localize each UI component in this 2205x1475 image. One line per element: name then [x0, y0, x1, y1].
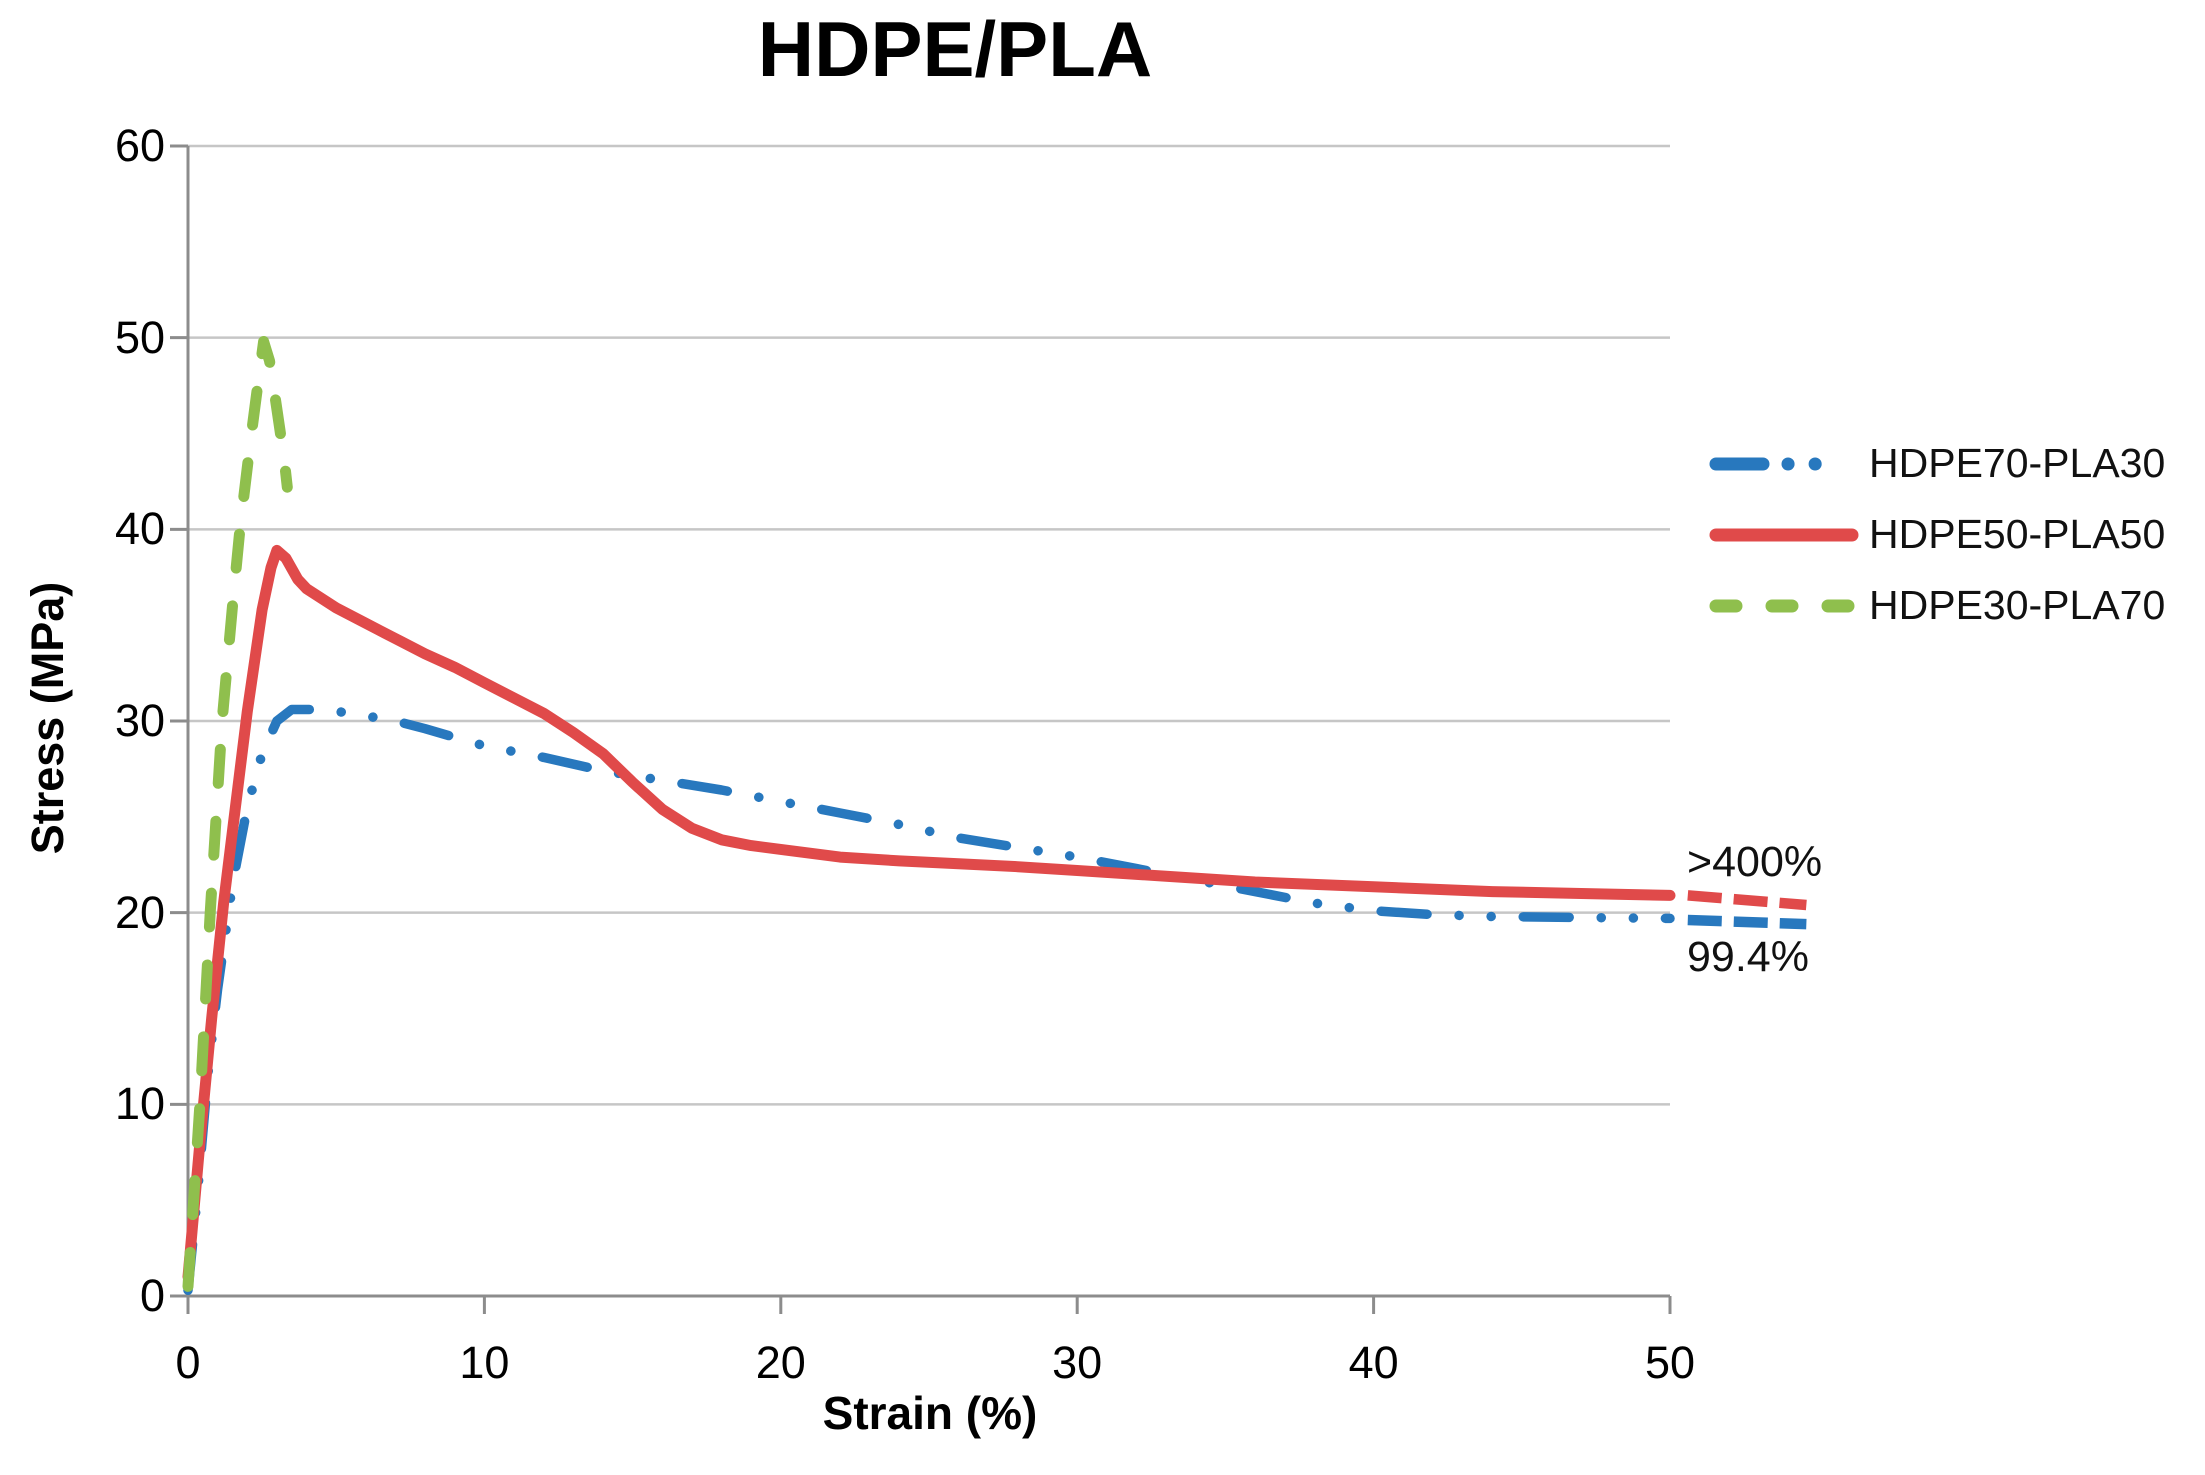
y-tick-label-60: 60 — [114, 120, 165, 171]
series-curve-HDPE30-PLA70 — [182, 336, 293, 1292]
x-tick-label-50: 50 — [1644, 1337, 1696, 1388]
legend-item-HDPE70-PLA30: HDPE70-PLA30 — [1708, 428, 2165, 499]
x-tick-label-40: 40 — [1348, 1337, 1399, 1388]
extension-line-HDPE70-PLA30 — [1687, 914, 1807, 930]
y-tick-label-30: 30 — [114, 695, 165, 746]
y-tick-label-20: 20 — [114, 886, 165, 938]
legend-line-sample-dashed-icon — [1709, 599, 1859, 612]
x-tick-label-0: 0 — [175, 1337, 201, 1388]
legend-item-HDPE50-PLA50: HDPE50-PLA50 — [1708, 499, 2165, 570]
legend-label: HDPE70-PLA30 — [1869, 440, 2166, 486]
chart-title: HDPE/PLA — [757, 5, 1153, 93]
legend-label: HDPE30-PLA70 — [1869, 582, 2166, 628]
x-axis-title: Strain (%) — [822, 1387, 1038, 1439]
legend-line-sample-solid-icon — [1709, 528, 1859, 541]
legend-label: HDPE50-PLA50 — [1869, 511, 2166, 557]
extension-line-HDPE50-PLA50 — [1687, 890, 1807, 911]
y-tick-label-10: 10 — [114, 1078, 165, 1130]
annotation-elongation-blue: 99.4% — [1687, 933, 1809, 981]
y-tick-label-0: 0 — [139, 1270, 165, 1321]
x-tick-label-20: 20 — [755, 1337, 806, 1388]
annotation-elongation-red: >400% — [1687, 838, 1823, 886]
legend-item-HDPE30-PLA70: HDPE30-PLA70 — [1708, 570, 2165, 641]
y-tick-label-40: 40 — [114, 503, 165, 555]
x-tick-label-10: 10 — [459, 1337, 510, 1388]
legend: HDPE70-PLA30 HDPE50-PLA50 HDPE30-PLA70 — [1708, 428, 2165, 641]
series-curve-HDPE70-PLA30 — [183, 704, 1675, 1296]
series-curve-HDPE50-PLA50 — [182, 544, 1676, 1283]
legend-line-sample-long-dash-dot-dot-icon — [1709, 457, 1859, 470]
y-tick-label-50: 50 — [114, 311, 165, 363]
x-tick-label-30: 30 — [1052, 1337, 1103, 1388]
